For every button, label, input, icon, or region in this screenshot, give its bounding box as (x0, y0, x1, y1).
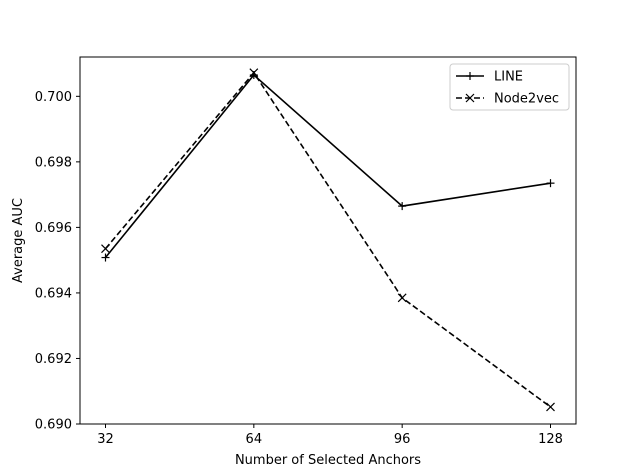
data-point-node2vec (397, 293, 407, 303)
y-tick-label: 0.694 (35, 286, 72, 301)
series-line-line (104, 73, 551, 259)
y-axis: 0.690 0.692 0.694 0.696 0.698 0.700 (35, 90, 80, 433)
y-tick-label: 0.700 (35, 90, 72, 105)
y-tick-label: 0.692 (35, 352, 72, 367)
x-tick-label: 96 (394, 432, 411, 447)
x-axis-label: Number of Selected Anchors (235, 453, 421, 468)
legend-label-node2vec: Node2vec (494, 92, 559, 107)
data-point-node2vec (546, 402, 555, 412)
legend: LINE Node2vec (449, 63, 570, 111)
x-tick-label: 64 (246, 432, 263, 447)
data-point-node2vec (249, 68, 259, 78)
x-axis: 32 64 96 128 (97, 424, 563, 447)
data-point-node2vec (101, 244, 110, 254)
data-point-line (398, 202, 407, 211)
legend-marker-line (466, 72, 474, 80)
legend-label-line: LINE (494, 70, 523, 85)
plot-frame (79, 56, 577, 425)
series-line-node2vec (104, 71, 551, 408)
x-tick-label: 128 (538, 432, 563, 447)
data-point-line (546, 179, 555, 188)
y-tick-label: 0.690 (35, 418, 72, 433)
legend-marker-node2vec (465, 93, 475, 103)
y-axis-label: Average AUC (11, 198, 26, 283)
data-point-line (101, 253, 110, 262)
series-layer (101, 68, 555, 412)
y-tick-label: 0.698 (35, 155, 72, 170)
plot-background (80, 57, 576, 424)
y-tick-label: 0.696 (35, 221, 72, 236)
x-tick-label: 32 (97, 432, 114, 447)
